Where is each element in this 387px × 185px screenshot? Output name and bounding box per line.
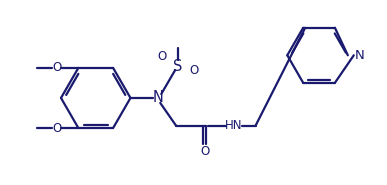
Text: O: O	[52, 61, 61, 74]
Text: O: O	[52, 122, 61, 134]
Text: O: O	[158, 50, 167, 63]
Text: O: O	[189, 64, 199, 77]
Text: N: N	[355, 49, 365, 62]
Text: HN: HN	[225, 119, 242, 132]
Text: O: O	[200, 145, 209, 158]
Text: N: N	[153, 90, 164, 105]
Text: S: S	[173, 59, 183, 74]
